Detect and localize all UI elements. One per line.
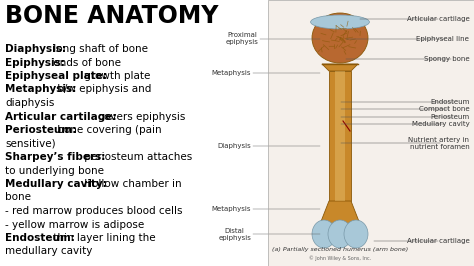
Text: Epiphyseal line: Epiphyseal line (416, 36, 469, 41)
Text: Compact bone: Compact bone (419, 106, 469, 112)
Text: growth plate: growth plate (82, 71, 151, 81)
Text: Spongy bone: Spongy bone (424, 56, 469, 61)
Text: Metaphysis:: Metaphysis: (5, 85, 76, 94)
Bar (0, 0, 268, 266)
Text: bone: bone (5, 193, 31, 202)
Polygon shape (322, 64, 358, 71)
Text: b/w epiphysis and: b/w epiphysis and (55, 85, 152, 94)
Text: Metaphysis: Metaphysis (212, 206, 251, 212)
Ellipse shape (310, 15, 369, 29)
Text: diaphysis: diaphysis (5, 98, 55, 108)
Ellipse shape (312, 220, 336, 248)
Text: periosteum attaches: periosteum attaches (82, 152, 193, 162)
Text: bone covering (pain: bone covering (pain (55, 125, 162, 135)
Polygon shape (320, 201, 360, 224)
Text: Epiphysis:: Epiphysis: (5, 57, 65, 68)
Text: Endosteum: Endosteum (430, 99, 469, 105)
Text: long shaft of bone: long shaft of bone (50, 44, 148, 54)
Text: Medullary cavity: Medullary cavity (411, 121, 469, 127)
Text: Sharpey’s fibers:: Sharpey’s fibers: (5, 152, 105, 162)
Text: Periosteum: Periosteum (430, 114, 469, 119)
Text: Articular cartilage: Articular cartilage (407, 238, 469, 244)
Text: BONE ANATOMY: BONE ANATOMY (5, 4, 219, 28)
Text: medullary cavity: medullary cavity (5, 247, 92, 256)
Text: Metaphysis: Metaphysis (212, 70, 251, 76)
Text: © John Wiley & Sons, Inc.: © John Wiley & Sons, Inc. (309, 255, 371, 261)
Text: - red marrow produces blood cells: - red marrow produces blood cells (5, 206, 182, 216)
Text: covers epiphysis: covers epiphysis (95, 111, 185, 122)
Ellipse shape (328, 220, 352, 248)
Text: Proximal
epiphysis: Proximal epiphysis (226, 32, 258, 45)
Text: Epiphyseal plate:: Epiphyseal plate: (5, 71, 107, 81)
Text: Diaphysis: Diaphysis (218, 143, 251, 149)
Text: Nutrient artery in
nutrient foramen: Nutrient artery in nutrient foramen (408, 137, 469, 149)
Text: thin layer lining the: thin layer lining the (50, 233, 155, 243)
Text: Diaphysis:: Diaphysis: (5, 44, 66, 54)
Text: Articular cartilage:: Articular cartilage: (5, 111, 117, 122)
Polygon shape (329, 71, 351, 201)
Text: Endosteum:: Endosteum: (5, 233, 75, 243)
Text: Articular cartilage: Articular cartilage (407, 16, 469, 22)
Text: (a) Partially sectioned humerus (arm bone): (a) Partially sectioned humerus (arm bon… (272, 247, 408, 252)
Text: Medullary cavity:: Medullary cavity: (5, 179, 107, 189)
Text: ends of bone: ends of bone (50, 57, 121, 68)
Polygon shape (314, 224, 366, 230)
Bar (268, 0, 474, 266)
Bar (268, 0, 474, 266)
Ellipse shape (312, 13, 368, 63)
Text: Periosteum:: Periosteum: (5, 125, 76, 135)
Text: to underlying bone: to underlying bone (5, 165, 104, 176)
Text: - yellow marrow is adipose: - yellow marrow is adipose (5, 219, 144, 230)
Text: Distal
epiphysis: Distal epiphysis (219, 228, 251, 240)
Text: Hollow chamber in: Hollow chamber in (82, 179, 182, 189)
Ellipse shape (344, 220, 368, 248)
Polygon shape (335, 71, 345, 201)
Text: sensitive): sensitive) (5, 139, 55, 148)
